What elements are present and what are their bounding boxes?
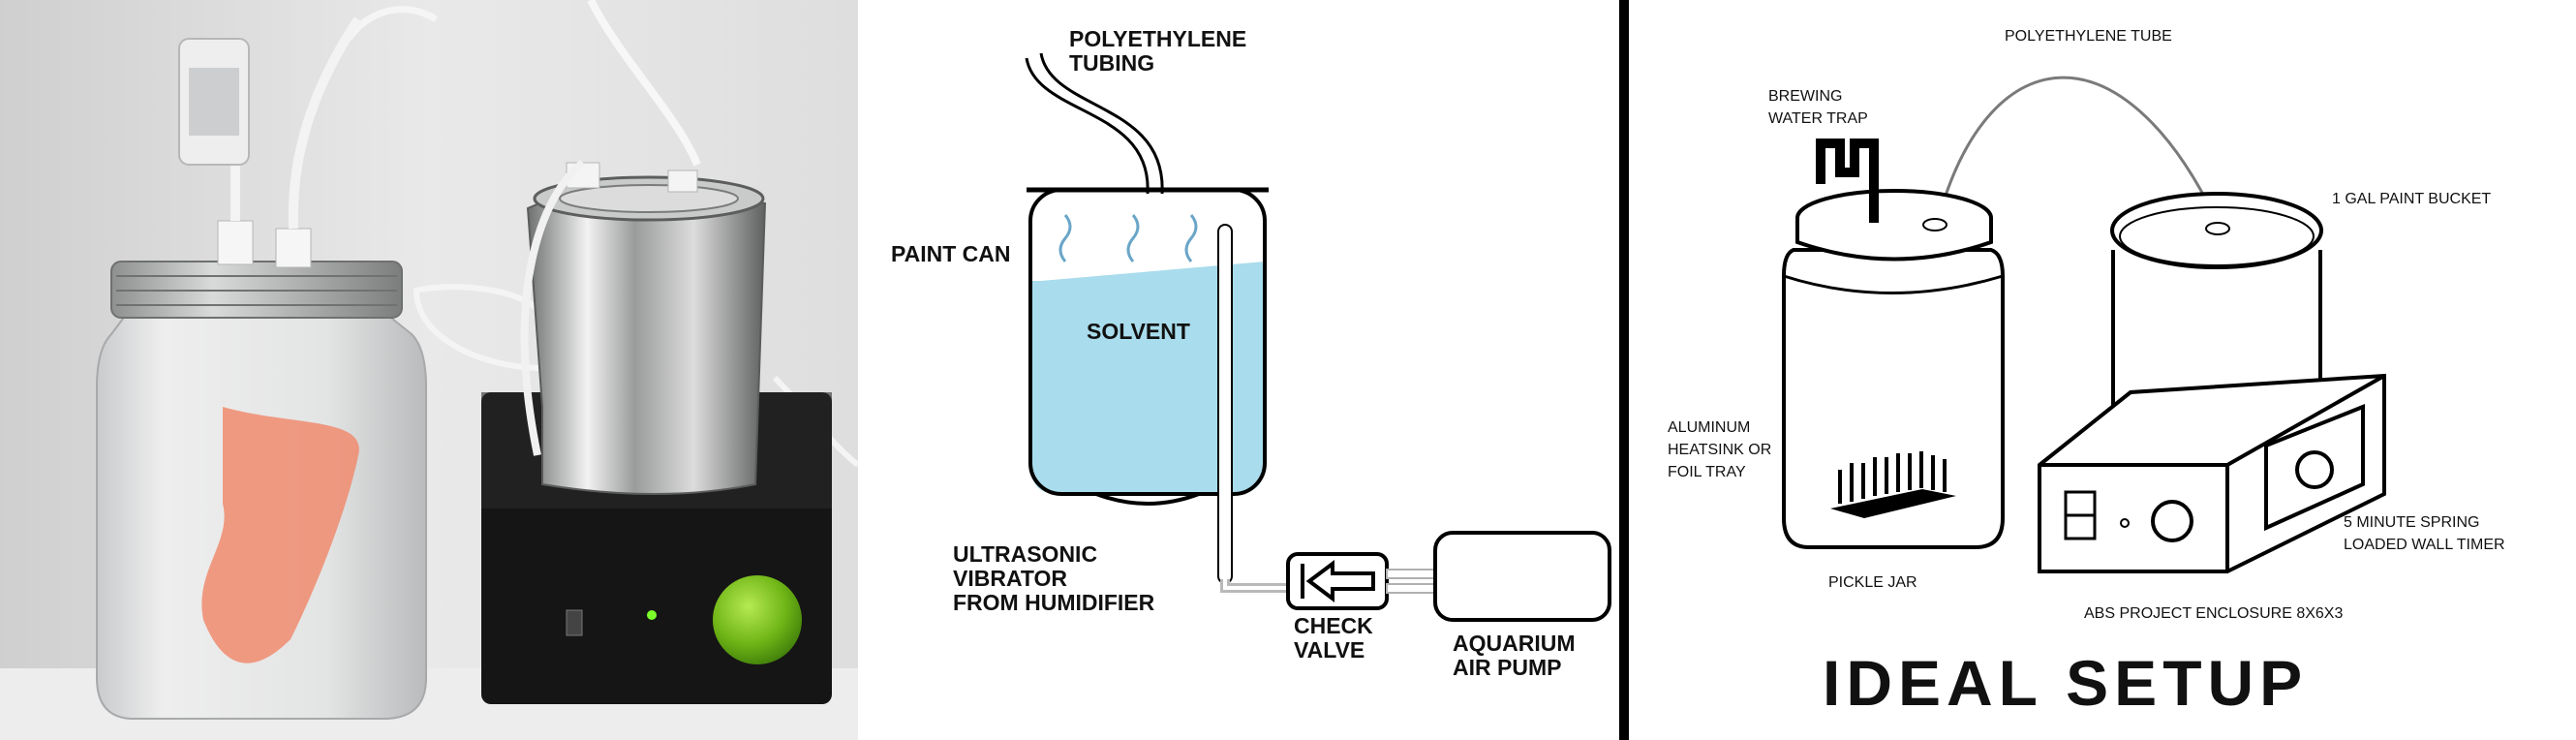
heatsink-diagram [1830,451,1956,518]
label-polyethylene-tubing: POLYETHYLENE TUBING [1069,26,1247,76]
ideal-panel [1629,0,2576,740]
tube-arc [1935,76,2220,226]
label-check-valve: CHECK VALVE [1294,613,1373,663]
label-abs-enclosure: ABS PROJECT ENCLOSURE 8X6X3 [2084,605,2344,622]
label-solvent: SOLVENT [1087,319,1190,344]
label-paint-bucket: 1 GAL PAINT BUCKET [2332,191,2492,207]
photo-panel [0,0,860,740]
label-wall-timer: 5 MINUTE SPRING LOADED WALL TIMER [2344,514,2505,554]
enclosure-diagram [2038,373,2386,573]
paint-can-diagram [1027,187,1288,593]
label-polyethylene-tube: POLYETHYLENE TUBE [2005,28,2172,45]
label-ultrasonic-vibrator: ULTRASONIC VIBRATOR FROM HUMIDIFIER [953,541,1155,615]
timer-knob-apple [713,575,802,664]
pickle-jar-photo [96,16,427,720]
schematic-panel [858,0,1619,740]
air-pump-diagram [1433,531,1611,622]
label-pickle-jar: PICKLE JAR [1828,574,1917,591]
label-brewing-water-trap: BREWING WATER TRAP [1768,88,1868,128]
label-aquarium-air-pump: AQUARIUM AIR PUMP [1453,631,1576,680]
ideal-setup-title: IDEAL SETUP [1823,647,2309,719]
tubing-line [1025,57,1150,195]
vibrator-box-photo [481,159,832,704]
panel-divider [1619,0,1629,740]
label-paint-can: PAINT CAN [891,241,1011,266]
check-valve-diagram [1286,552,1389,610]
paint-bucket-diagram [2110,192,2323,423]
label-heatsink: ALUMINUM HEATSINK OR FOIL TRAY [1668,419,1772,481]
pickle-jar-diagram [1782,139,2005,549]
